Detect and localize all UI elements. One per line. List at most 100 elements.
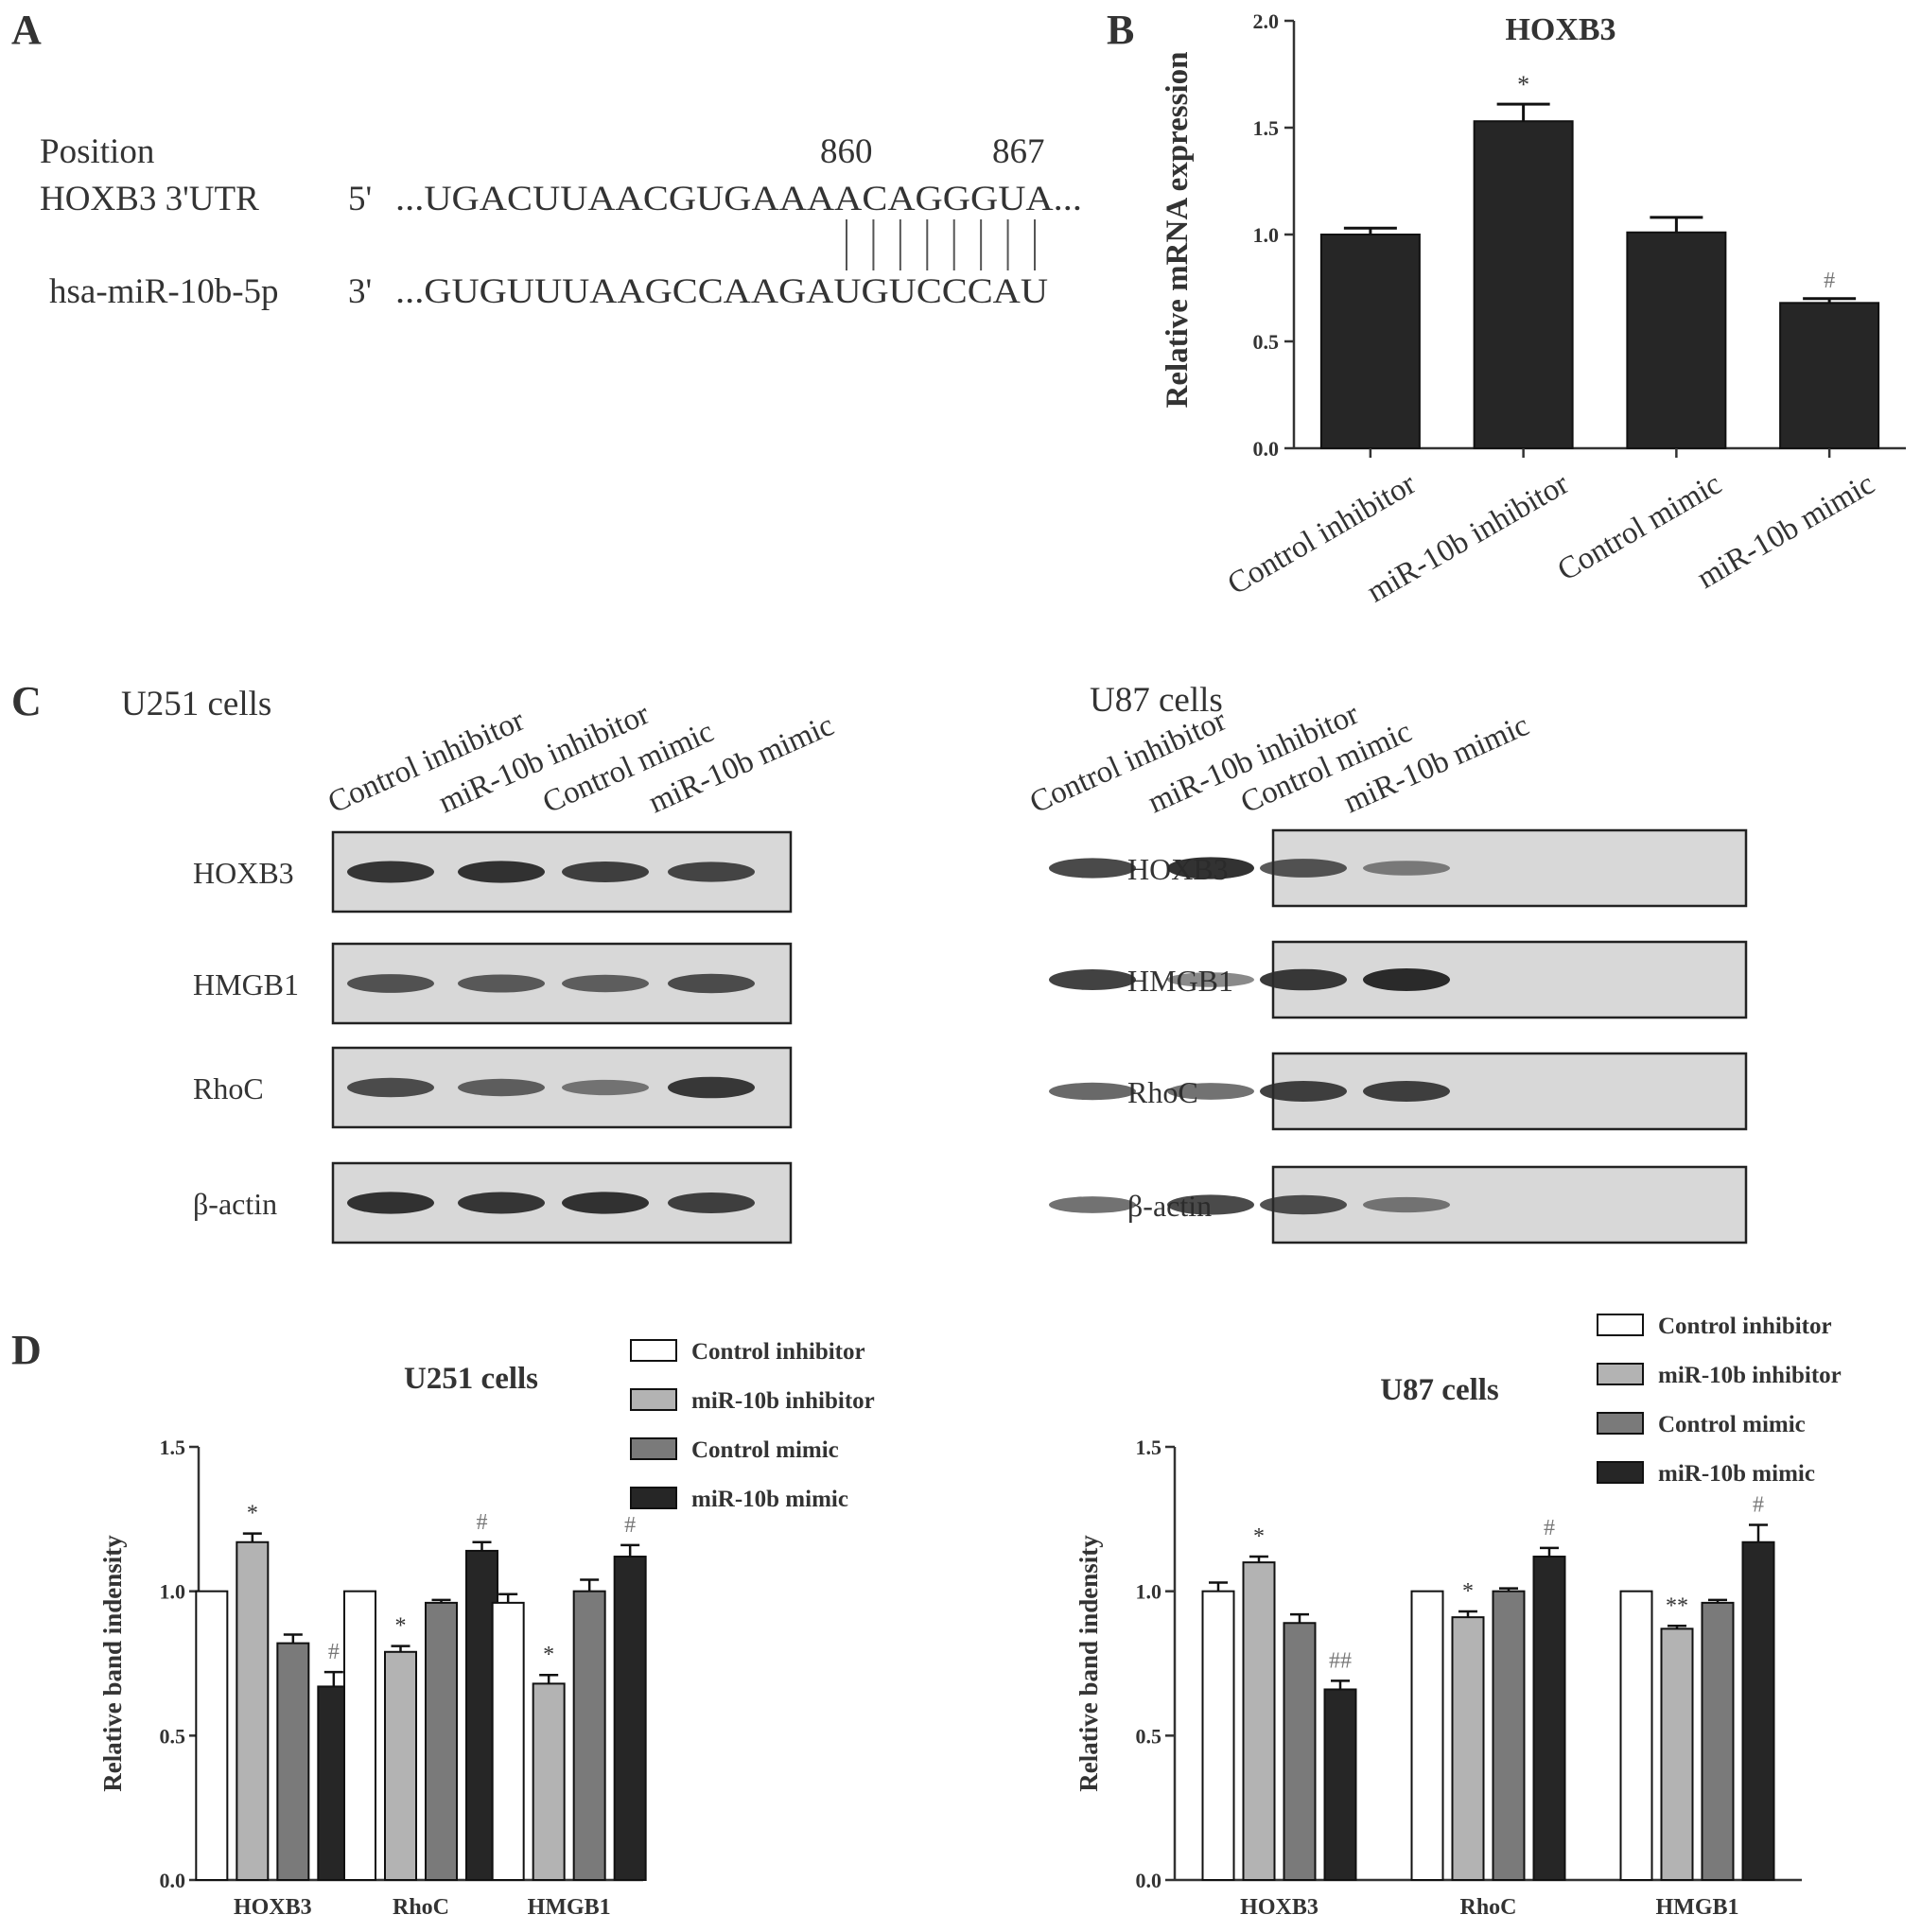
- chart-title: U87 cells: [1380, 1373, 1499, 1407]
- chart-title: HOXB3: [1505, 12, 1615, 47]
- chart-panel-d-u87: U87 cells 0.0 0.5 1.0 1.5 Relative band inden…: [1074, 1314, 1842, 1920]
- protein-band: [1260, 968, 1347, 991]
- seq-hoxb3-name: HOXB3 3'UTR: [40, 180, 259, 218]
- protein-band: [1049, 858, 1136, 879]
- bar: [343, 1590, 376, 1881]
- protein-band: [1260, 1194, 1347, 1215]
- bar: [195, 1590, 229, 1881]
- y-tick-label: 1.0: [160, 1580, 186, 1604]
- legend-label: Control mimic: [1658, 1412, 1806, 1437]
- seq-hoxb3-end: 5': [348, 180, 372, 218]
- protein-band: [347, 1077, 434, 1098]
- bar: [1323, 1688, 1357, 1881]
- bar: [1492, 1590, 1526, 1881]
- significance-mark: #: [1544, 1516, 1555, 1540]
- bar: [1451, 1616, 1485, 1881]
- legend-label: miR-10b inhibitor: [691, 1388, 875, 1414]
- protein-band: [1167, 1083, 1254, 1100]
- significance-mark: *: [395, 1614, 407, 1639]
- protein-band: [1363, 1081, 1450, 1102]
- significance-mark: #: [1824, 269, 1835, 293]
- legend-label: Control inhibitor: [691, 1339, 865, 1365]
- panel-d-label: D: [11, 1327, 42, 1373]
- protein-band: [458, 861, 545, 883]
- y-tick-label: 2.0: [1253, 9, 1280, 33]
- protein-band: [1049, 1082, 1136, 1101]
- seq-mir: ...GUGUUUAAGCCAAGAUGUCCCAU: [395, 272, 1048, 311]
- protein-band: [347, 861, 434, 883]
- legend-swatch: [1597, 1363, 1644, 1385]
- significance-mark: #: [328, 1640, 340, 1664]
- bar: [572, 1590, 606, 1881]
- bar: [1779, 302, 1880, 449]
- legend-label: miR-10b mimic: [691, 1487, 848, 1512]
- protein-band: [1167, 972, 1254, 987]
- significance-mark: *: [1462, 1579, 1474, 1604]
- x-tick-label: RhoC: [1459, 1895, 1516, 1920]
- bar: [1626, 231, 1727, 449]
- significance-mark: *: [1517, 71, 1529, 98]
- lane-label: Control inhibitor: [1025, 704, 1231, 820]
- significance-mark: #: [477, 1510, 488, 1535]
- protein-band: [668, 1076, 755, 1099]
- bar: [1242, 1561, 1276, 1881]
- x-tick-label: HOXB3: [234, 1895, 312, 1920]
- protein-band: [458, 974, 545, 993]
- protein-band: [1049, 969, 1136, 990]
- blot-box: [1271, 940, 1748, 1019]
- bar: [1410, 1590, 1444, 1881]
- blot-right-title: U87 cells: [1090, 681, 1223, 720]
- protein-band: [1363, 968, 1450, 991]
- bar: [1532, 1556, 1566, 1881]
- y-tick-label: 1.0: [1136, 1580, 1162, 1604]
- bar: [276, 1642, 310, 1882]
- position-867: 867: [992, 132, 1045, 171]
- y-tick-label: 0.0: [1253, 437, 1280, 461]
- position-label: Position: [40, 132, 154, 171]
- significance-mark: *: [543, 1643, 554, 1667]
- bar: [1619, 1590, 1653, 1881]
- blot-label: RhoC: [193, 1071, 264, 1105]
- panel-c-label: C: [11, 678, 42, 724]
- bar: [1283, 1622, 1317, 1881]
- pairing-lines: [846, 219, 1036, 270]
- bar: [425, 1601, 458, 1881]
- protein-band: [458, 1192, 545, 1214]
- legend-label: miR-10b mimic: [1658, 1461, 1815, 1487]
- legend-swatch: [1597, 1412, 1644, 1435]
- protein-band: [562, 862, 649, 882]
- significance-mark: *: [247, 1502, 258, 1526]
- bar: [1473, 120, 1574, 449]
- bar: [532, 1682, 566, 1881]
- blot-label: HMGB1: [193, 967, 299, 1001]
- protein-band: [562, 1192, 649, 1214]
- legend-swatch: [630, 1437, 677, 1460]
- protein-band: [1260, 859, 1347, 878]
- protein-band: [1167, 1194, 1254, 1215]
- protein-band: [347, 974, 434, 993]
- significance-mark: #: [1753, 1492, 1764, 1517]
- protein-band: [1363, 1196, 1450, 1213]
- legend-swatch: [1597, 1314, 1644, 1336]
- y-axis-label: Relative mRNA expression: [1161, 51, 1195, 408]
- protein-band: [458, 1078, 545, 1097]
- significance-mark: #: [624, 1513, 636, 1538]
- significance-mark: **: [1666, 1593, 1688, 1618]
- protein-band: [562, 974, 649, 993]
- bar: [1201, 1590, 1235, 1881]
- y-tick-label: 1.5: [1136, 1436, 1162, 1459]
- y-tick-label: 0.5: [1136, 1724, 1162, 1748]
- bar: [613, 1556, 647, 1881]
- blot-box: [1271, 1165, 1748, 1244]
- legend-label: miR-10b inhibitor: [1658, 1363, 1842, 1388]
- panel-b-label: B: [1107, 7, 1134, 53]
- legend-swatch: [630, 1388, 677, 1411]
- protein-band: [1363, 861, 1450, 876]
- blot-left-title: U251 cells: [121, 685, 271, 723]
- y-tick-label: 0.5: [160, 1724, 186, 1748]
- legend-label: Control mimic: [691, 1437, 839, 1463]
- legend-swatch: [1597, 1461, 1644, 1484]
- bar: [1660, 1627, 1694, 1881]
